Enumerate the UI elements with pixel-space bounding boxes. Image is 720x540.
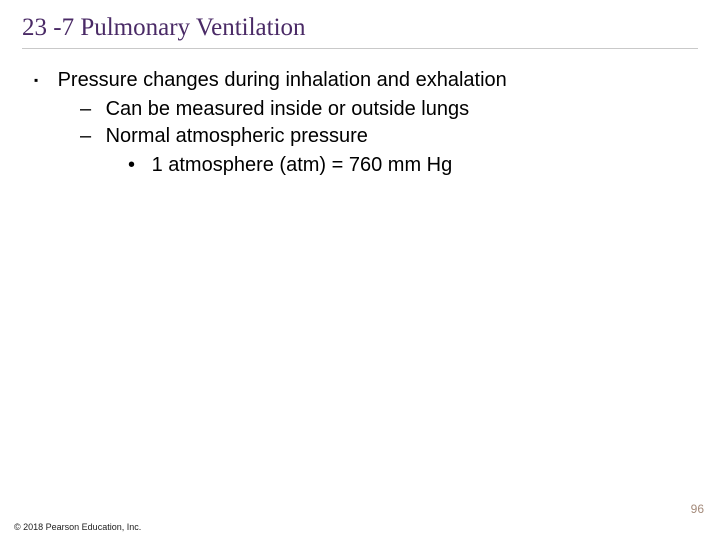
- slide: 23 -7 Pulmonary Ventilation Pressure cha…: [0, 0, 720, 540]
- bullet-text: Can be measured inside or outside lungs: [106, 98, 470, 120]
- list-item: Can be measured inside or outside lungs: [80, 96, 698, 123]
- bullet-list-l1: Pressure changes during inhalation and e…: [22, 67, 698, 179]
- copyright-text: © 2018 Pearson Education, Inc.: [14, 522, 141, 532]
- bullet-text: Pressure changes during inhalation and e…: [58, 69, 507, 91]
- page-number: 96: [691, 502, 704, 516]
- bullet-text: 1 atmosphere (atm) = 760 mm Hg: [152, 154, 453, 176]
- bullet-list-l2: Can be measured inside or outside lungs …: [52, 96, 698, 179]
- slide-title: 23 -7 Pulmonary Ventilation: [22, 14, 698, 49]
- bullet-list-l3: 1 atmosphere (atm) = 760 mm Hg: [100, 152, 698, 179]
- slide-content: Pressure changes during inhalation and e…: [22, 67, 698, 179]
- list-item: Normal atmospheric pressure 1 atmosphere…: [80, 123, 698, 179]
- list-item: Pressure changes during inhalation and e…: [34, 67, 698, 179]
- list-item: 1 atmosphere (atm) = 760 mm Hg: [128, 152, 698, 179]
- bullet-text: Normal atmospheric pressure: [106, 125, 368, 147]
